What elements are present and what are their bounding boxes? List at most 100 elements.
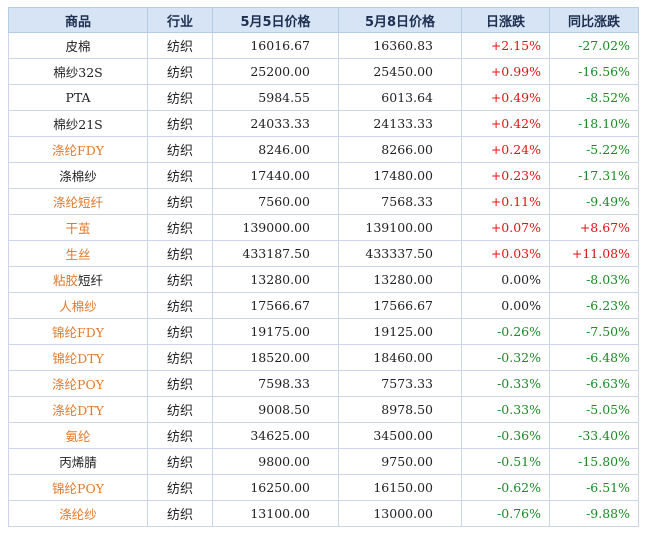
commodity-text: 丙烯腈 [59, 455, 97, 470]
table-row: 棉纱32S 纺织 25200.00 25450.00 +0.99% -16.56% [8, 58, 639, 85]
commodity-name-cell: 氨纶 [8, 422, 148, 449]
table-row: 涤纶短纤 纺织 7560.00 7568.33 +0.11% -9.49% [8, 188, 639, 215]
industry-cell: 纺织 [147, 188, 213, 215]
commodity-link[interactable]: 干茧 [65, 221, 91, 236]
industry-cell: 纺织 [147, 136, 213, 163]
price-may8-cell: 7568.33 [338, 188, 462, 215]
price-may5-cell: 433187.50 [212, 240, 339, 267]
header-yoy-change: 同比涨跌 [549, 7, 639, 33]
price-may8-cell: 34500.00 [338, 422, 462, 449]
commodity-name-cell: 涤纶FDY [8, 136, 148, 163]
price-table-container: 商品 行业 5月5日价格 5月8日价格 日涨跌 同比涨跌 皮棉纺织 16016.6… [8, 7, 639, 527]
commodity-link[interactable]: 涤纶POY [52, 377, 104, 392]
yoy-change-cell: -6.51% [549, 474, 639, 501]
daily-change-cell: -0.32% [461, 344, 550, 371]
yoy-change-cell: -9.88% [549, 500, 639, 527]
yoy-change-cell: -8.52% [549, 84, 639, 111]
commodity-link[interactable]: 粘胶 [52, 273, 78, 288]
commodity-link[interactable]: 涤纶纱 [59, 507, 97, 522]
yoy-change-cell: -18.10% [549, 110, 639, 137]
price-may5-cell: 17566.67 [212, 292, 339, 319]
yoy-change-cell: -16.56% [549, 58, 639, 85]
price-may8-cell: 9750.00 [338, 448, 462, 475]
table-row: PTA 纺织 5984.55 6013.64 +0.49% -8.52% [8, 84, 639, 111]
daily-change-cell: +2.15% [461, 32, 550, 59]
table-row: 粘胶短纤 纺织 13280.00 13280.00 0.00% -8.03% [8, 266, 639, 293]
yoy-change-cell: -15.80% [549, 448, 639, 475]
commodity-text: 棉纱32S [53, 65, 103, 80]
table-row: 涤棉纱 纺织 17440.00 17480.00 +0.23% -17.31% [8, 162, 639, 189]
header-commodity: 商品 [8, 7, 148, 33]
price-may5-cell: 9008.50 [212, 396, 339, 423]
header-industry: 行业 [147, 7, 213, 33]
price-may5-cell: 19175.00 [212, 318, 339, 345]
daily-change-cell: +0.03% [461, 240, 550, 267]
price-may8-cell: 16150.00 [338, 474, 462, 501]
yoy-change-cell: -8.03% [549, 266, 639, 293]
price-may5-cell: 9800.00 [212, 448, 339, 475]
price-table: 商品 行业 5月5日价格 5月8日价格 日涨跌 同比涨跌 皮棉纺织 16016.6… [8, 7, 639, 527]
yoy-change-cell: -6.63% [549, 370, 639, 397]
industry-cell: 纺织 [147, 266, 213, 293]
price-may8-cell: 18460.00 [338, 344, 462, 371]
industry-cell: 纺织 [147, 240, 213, 267]
price-may5-cell: 16250.00 [212, 474, 339, 501]
daily-change-cell: +0.49% [461, 84, 550, 111]
commodity-link[interactable]: 生丝 [65, 247, 91, 262]
commodity-name-cell: 丙烯腈 [8, 448, 148, 475]
daily-change-cell: +0.99% [461, 58, 550, 85]
commodity-link[interactable]: 氨纶 [65, 429, 91, 444]
price-may5-cell: 7560.00 [212, 188, 339, 215]
yoy-change-cell: -5.05% [549, 396, 639, 423]
daily-change-cell: 0.00% [461, 292, 550, 319]
price-may5-cell: 139000.00 [212, 214, 339, 241]
table-row: 人棉纱 纺织 17566.67 17566.67 0.00% -6.23% [8, 292, 639, 319]
commodity-text: 涤棉纱 [59, 169, 97, 184]
header-price-may8: 5月8日价格 [338, 7, 462, 33]
price-may8-cell: 7573.33 [338, 370, 462, 397]
commodity-link[interactable]: 人棉纱 [59, 299, 97, 314]
daily-change-cell: -0.36% [461, 422, 550, 449]
commodity-name-cell: 皮棉 [8, 32, 148, 59]
commodity-link[interactable]: 锦纶DTY [52, 351, 104, 366]
price-may8-cell: 19125.00 [338, 318, 462, 345]
price-may8-cell: 6013.64 [338, 84, 462, 111]
daily-change-cell: -0.62% [461, 474, 550, 501]
price-may5-cell: 8246.00 [212, 136, 339, 163]
yoy-change-cell: -17.31% [549, 162, 639, 189]
yoy-change-cell: +11.08% [549, 240, 639, 267]
commodity-name-cell: 锦纶FDY [8, 318, 148, 345]
price-may5-cell: 18520.00 [212, 344, 339, 371]
yoy-change-cell: -6.23% [549, 292, 639, 319]
industry-cell: 纺织 [147, 396, 213, 423]
commodity-name-cell: 涤纶短纤 [8, 188, 148, 215]
commodity-link[interactable]: 涤纶FDY [52, 143, 104, 158]
table-row: 生丝 纺织 433187.50 433337.50 +0.03% +11.08% [8, 240, 639, 267]
industry-cell: 纺织 [147, 500, 213, 527]
commodity-link[interactable]: 锦纶FDY [52, 325, 104, 340]
yoy-change-cell: -9.49% [549, 188, 639, 215]
header-price-may5: 5月5日价格 [212, 7, 339, 33]
commodity-link[interactable]: 涤纶短纤 [52, 195, 103, 210]
commodity-name-cell: 涤棉纱 [8, 162, 148, 189]
commodity-text: 短纤 [78, 273, 104, 288]
yoy-change-cell: -7.50% [549, 318, 639, 345]
commodity-link[interactable]: 锦纶POY [52, 481, 104, 496]
price-may5-cell: 17440.00 [212, 162, 339, 189]
yoy-change-cell: -5.22% [549, 136, 639, 163]
industry-cell: 纺织 [147, 214, 213, 241]
price-may5-cell: 16016.67 [212, 32, 339, 59]
table-row: 丙烯腈 纺织 9800.00 9750.00 -0.51% -15.80% [8, 448, 639, 475]
industry-cell: 纺织 [147, 370, 213, 397]
daily-change-cell: -0.51% [461, 448, 550, 475]
table-row: 干茧 纺织 139000.00 139100.00 +0.07% +8.67% [8, 214, 639, 241]
yoy-change-cell: -27.02% [549, 32, 639, 59]
commodity-link[interactable]: 涤纶DTY [52, 403, 104, 418]
commodity-name-cell: 锦纶POY [8, 474, 148, 501]
table-body: 皮棉 纺织 16016.67 16360.83 +2.15% -27.02% 棉纱32S 纺织… [8, 32, 639, 527]
commodity-name-cell: 生丝 [8, 240, 148, 267]
header-daily-change: 日涨跌 [461, 7, 550, 33]
table-row: 锦纶DTY 纺织 18520.00 18460.00 -0.32% -6.48% [8, 344, 639, 371]
table-row: 棉纱21S 纺织 24033.33 24133.33 +0.42% -18.10% [8, 110, 639, 137]
price-may8-cell: 17480.00 [338, 162, 462, 189]
